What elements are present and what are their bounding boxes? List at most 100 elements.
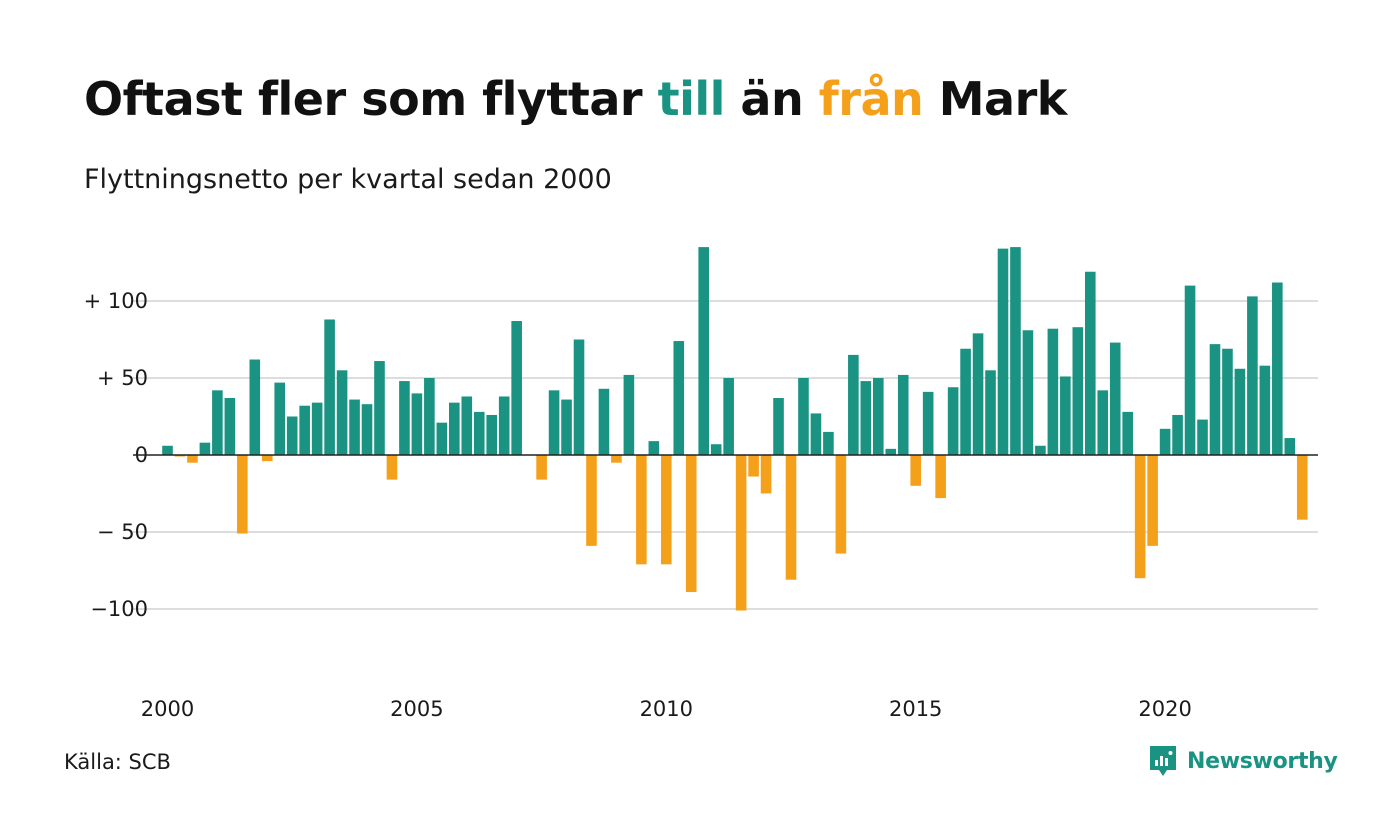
bar [810,413,822,455]
bar [1247,296,1258,455]
bar [237,455,248,534]
title-part-1: Oftast fler som flyttar [84,72,658,126]
bar [1184,285,1196,455]
x-tick-label: 2000 [141,697,194,721]
bar [623,374,635,455]
y-tick-label: −100 [90,597,148,621]
bar [274,382,286,455]
bar [885,448,897,455]
bar [985,370,996,455]
bar [461,396,473,455]
bar [536,455,547,480]
bar [324,319,335,455]
bar [997,248,1009,455]
bar [598,388,610,455]
bar [361,404,373,455]
bar [261,455,273,462]
bar [162,445,173,455]
bar [848,354,859,455]
bar [723,378,734,455]
bar [760,455,772,494]
bar [1022,330,1034,455]
x-tick-label: 2015 [889,697,942,721]
bar [1284,438,1296,455]
bar [411,393,423,455]
bar [835,455,847,554]
bar [1234,368,1246,455]
bar [511,321,522,455]
bar [1209,344,1221,455]
bar [1272,282,1283,455]
title-negative-word: från [818,72,924,126]
bar [586,455,597,546]
bar [1259,365,1271,455]
bar [1197,419,1208,455]
bar [548,390,560,455]
bar [1134,455,1146,579]
bar [673,341,685,455]
bar [424,378,435,455]
bar [174,455,186,457]
bar [1097,390,1109,455]
bar [661,455,672,565]
bar [922,391,934,455]
bar [473,411,485,455]
bar [436,422,448,455]
bar [698,247,710,455]
bar [947,387,959,455]
bar [349,399,360,455]
bar [498,396,510,455]
bar [1109,342,1121,455]
source-note: Källa: SCB [64,750,171,774]
bar [798,378,809,455]
bar [224,398,236,455]
bar [636,455,647,565]
chart-title: Oftast fler som flyttar till än från Mar… [84,72,1067,126]
bar [1072,327,1084,455]
bar [611,455,622,463]
bar [823,431,834,455]
bar [249,359,261,455]
x-tick-label: 2020 [1138,697,1191,721]
bar [1084,271,1096,455]
title-positive-word: till [657,72,726,126]
bar [336,370,348,455]
brand-logo: Newsworthy [1148,744,1338,778]
bar [1010,247,1021,455]
bar [311,402,323,455]
bar [860,381,872,455]
bars [162,247,1308,611]
bar [449,402,460,455]
bar [1222,348,1233,455]
bar [897,374,909,455]
bar [935,455,946,499]
bar [386,455,398,480]
bar [561,399,572,455]
bar [1147,455,1158,546]
title-part-3: Mark [923,72,1068,126]
y-tick-label: + 100 [84,289,148,313]
bar [960,348,971,455]
bar [785,455,797,580]
bar [374,361,385,455]
bar [710,444,722,455]
bar [299,405,310,455]
bar [735,455,747,611]
chart-subtitle: Flyttningsnetto per kvartal sedan 2000 [84,164,612,195]
bar [573,339,585,455]
brand-name: Newsworthy [1187,748,1338,774]
x-tick-label: 2005 [390,697,443,721]
title-part-2: än [724,72,819,126]
bar [1122,411,1133,455]
bar [199,442,211,455]
y-tick-label: − 50 [97,520,148,544]
y-tick-label: + 50 [97,366,148,390]
bar [872,378,884,455]
x-tick-label: 2010 [640,697,693,721]
bar [1159,428,1171,455]
bar [685,455,697,593]
bar [1172,414,1183,455]
bar [1035,445,1046,455]
